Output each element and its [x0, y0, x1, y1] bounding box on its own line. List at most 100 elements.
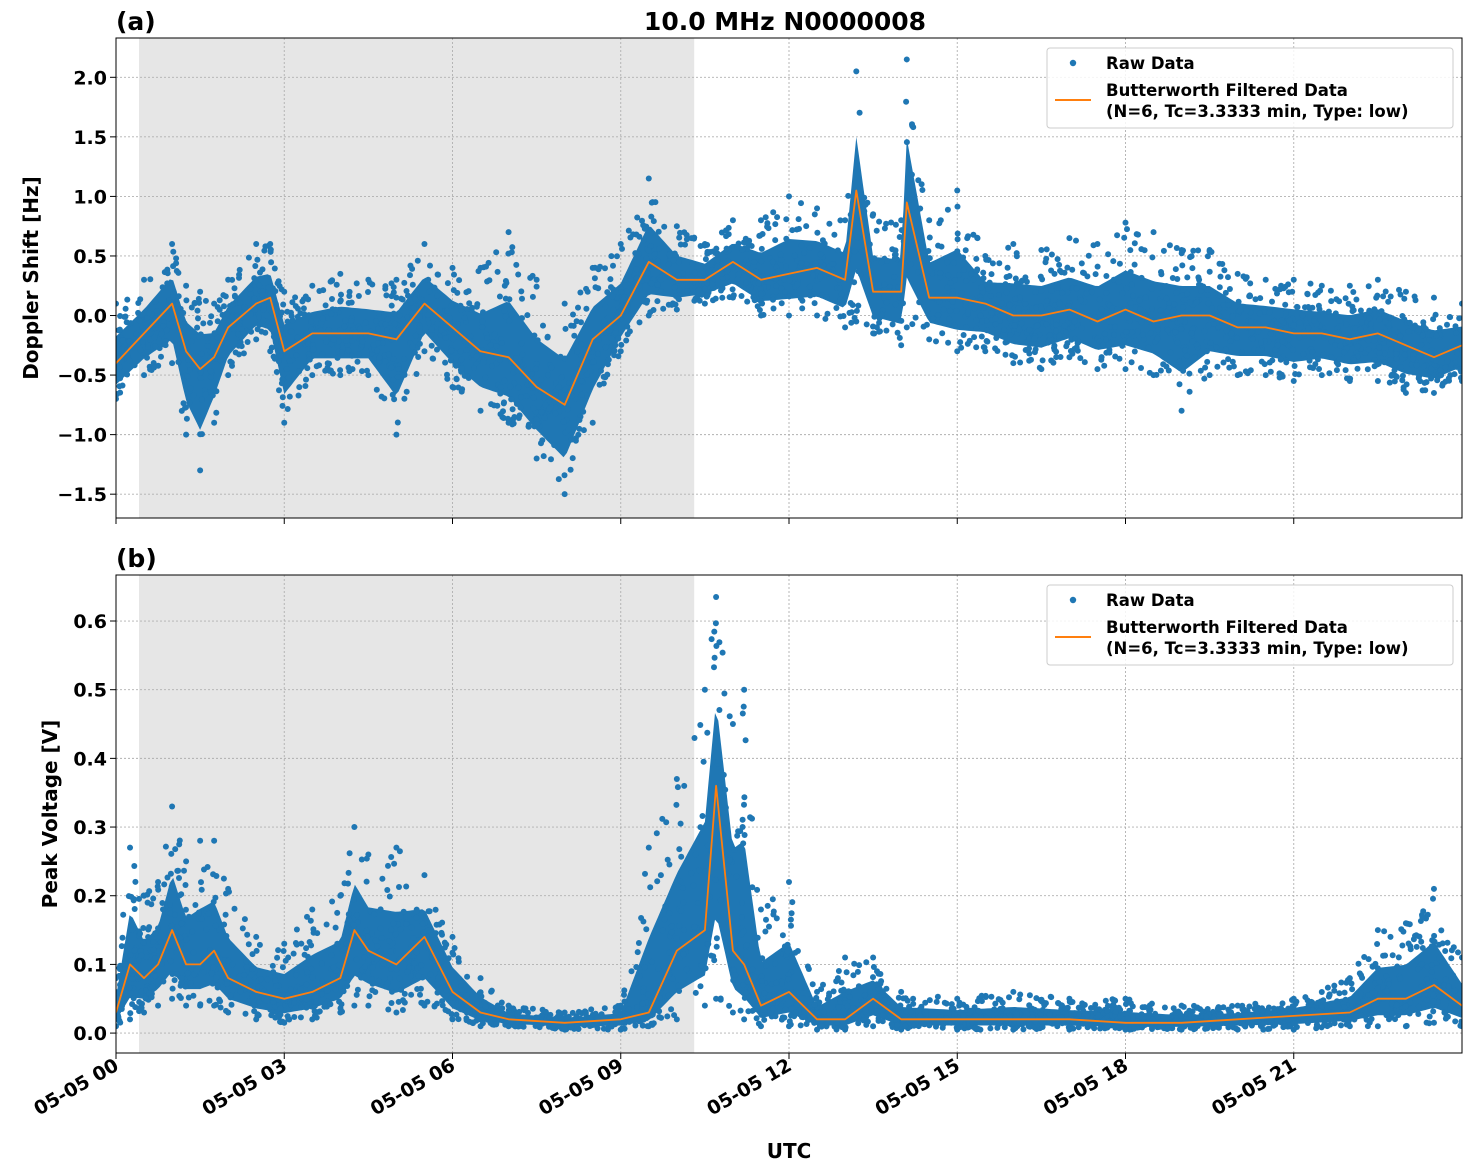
- raw-data-point: [1327, 992, 1333, 998]
- raw-data-point: [954, 187, 960, 193]
- raw-data-point: [1206, 322, 1212, 328]
- raw-data-point: [1012, 354, 1018, 360]
- raw-data-point: [904, 56, 910, 62]
- legend-filtered-label: Butterworth Filtered Data: [1106, 81, 1348, 100]
- raw-data-point: [954, 308, 960, 314]
- raw-data-point: [1216, 293, 1222, 299]
- raw-data-point: [1066, 235, 1072, 241]
- raw-data-point: [450, 384, 456, 390]
- raw-data-point: [778, 257, 784, 263]
- raw-data-point: [515, 385, 521, 391]
- raw-data-point: [284, 366, 290, 372]
- raw-data-point: [874, 968, 880, 974]
- raw-data-point: [782, 289, 788, 295]
- raw-data-point: [253, 336, 259, 342]
- raw-data-point: [195, 315, 201, 321]
- raw-data-point: [272, 288, 278, 294]
- raw-data-point: [580, 409, 586, 415]
- raw-data-point: [117, 327, 123, 333]
- raw-data-point: [881, 282, 887, 288]
- raw-data-point: [684, 288, 690, 294]
- raw-data-point: [677, 878, 683, 884]
- raw-data-point: [668, 1006, 674, 1012]
- raw-data-point: [274, 955, 280, 961]
- raw-data-point: [990, 260, 996, 266]
- raw-data-point: [1381, 928, 1387, 934]
- raw-data-point: [508, 396, 514, 402]
- raw-data-point: [1189, 330, 1195, 336]
- raw-data-point: [151, 365, 157, 371]
- raw-data-point: [1012, 323, 1018, 329]
- raw-data-point: [1109, 339, 1115, 345]
- raw-data-point: [1402, 352, 1408, 358]
- raw-data-point: [126, 339, 132, 345]
- raw-data-point: [334, 910, 340, 916]
- raw-data-point: [646, 313, 652, 319]
- raw-data-point: [1350, 308, 1356, 314]
- raw-data-point: [609, 336, 615, 342]
- raw-data-point: [824, 294, 830, 300]
- raw-data-point: [1010, 360, 1016, 366]
- raw-data-point: [462, 373, 468, 379]
- raw-data-point: [215, 983, 221, 989]
- raw-data-point: [927, 255, 933, 261]
- raw-data-point: [909, 172, 915, 178]
- raw-data-point: [172, 912, 178, 918]
- raw-data-point: [1221, 267, 1227, 273]
- raw-data-point: [702, 301, 708, 307]
- raw-data-point: [378, 906, 384, 912]
- raw-data-point: [1164, 309, 1170, 315]
- raw-data-point: [1438, 372, 1444, 378]
- raw-data-point: [1170, 309, 1176, 315]
- raw-data-point: [970, 232, 976, 238]
- raw-data-point: [935, 312, 941, 318]
- raw-data-point: [1426, 337, 1432, 343]
- raw-data-point: [257, 942, 263, 948]
- raw-data-point: [1157, 285, 1163, 291]
- raw-data-point: [655, 966, 661, 972]
- raw-data-point: [499, 340, 505, 346]
- raw-data-point: [1382, 319, 1388, 325]
- raw-data-point: [1177, 381, 1183, 387]
- raw-data-point: [146, 310, 152, 316]
- raw-data-point: [1213, 344, 1219, 350]
- raw-data-point: [1297, 335, 1303, 341]
- raw-data-point: [114, 989, 120, 995]
- raw-data-point: [1226, 302, 1232, 308]
- raw-data-point: [1055, 285, 1061, 291]
- raw-data-point: [576, 1009, 582, 1015]
- raw-data-point: [141, 372, 147, 378]
- raw-data-point: [1187, 389, 1193, 395]
- raw-data-point: [227, 993, 233, 999]
- raw-data-point: [759, 978, 765, 984]
- raw-data-point: [1420, 332, 1426, 338]
- raw-data-point: [930, 316, 936, 322]
- raw-data-point: [741, 794, 747, 800]
- raw-data-point: [198, 879, 204, 885]
- raw-data-point: [1125, 315, 1131, 321]
- raw-data-point: [1450, 972, 1456, 978]
- raw-data-point: [501, 399, 507, 405]
- raw-data-point: [678, 242, 684, 248]
- raw-data-point: [590, 420, 596, 426]
- raw-data-point: [957, 339, 963, 345]
- raw-data-point: [740, 824, 746, 830]
- raw-data-point: [984, 339, 990, 345]
- raw-data-point: [898, 342, 904, 348]
- raw-data-point: [723, 805, 729, 811]
- raw-data-point: [1078, 325, 1084, 331]
- raw-data-point: [897, 335, 903, 341]
- raw-data-point: [880, 1013, 886, 1019]
- raw-data-point: [1443, 364, 1449, 370]
- raw-data-point: [1133, 338, 1139, 344]
- raw-data-point: [1337, 343, 1343, 349]
- raw-data-point: [131, 863, 137, 869]
- raw-data-point: [1366, 346, 1372, 352]
- raw-data-point: [363, 320, 369, 326]
- raw-data-point: [439, 930, 445, 936]
- raw-data-point: [1355, 366, 1361, 372]
- raw-data-point: [738, 1008, 744, 1014]
- raw-data-point: [1433, 333, 1439, 339]
- raw-data-point: [1305, 304, 1311, 310]
